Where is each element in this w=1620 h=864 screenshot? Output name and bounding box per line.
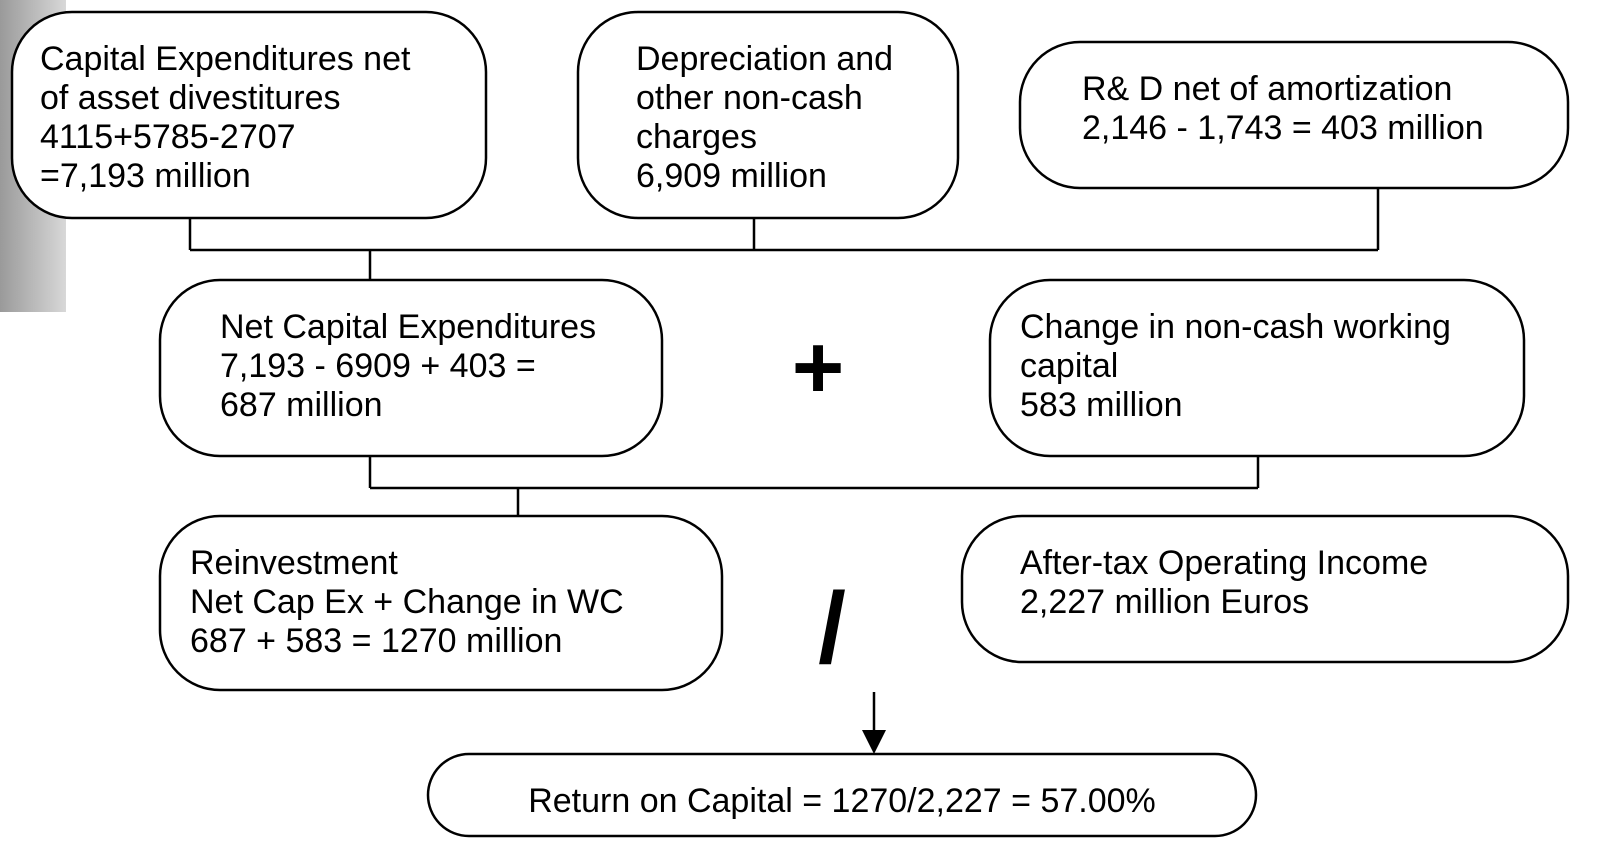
node-text: capital <box>1020 347 1118 385</box>
node-text: After-tax Operating Income <box>1020 544 1428 582</box>
node-box <box>576 10 960 220</box>
node-text: 7,193 - 6909 + 403 = <box>220 347 536 385</box>
node-text: 687 + 583 = 1270 million <box>190 622 562 660</box>
node-text: 2,227 million Euros <box>1020 583 1309 621</box>
node-box <box>960 514 1570 664</box>
operator: / <box>818 572 846 684</box>
node-text: R& D net of amortization <box>1082 70 1452 108</box>
connector <box>188 188 1380 280</box>
node-text: Capital Expenditures net <box>40 40 411 78</box>
connector <box>368 456 1260 516</box>
node-text: 4115+5785-2707 <box>40 118 296 156</box>
node-box <box>158 278 664 458</box>
node-text: other non-cash <box>636 79 863 117</box>
node-box <box>1018 40 1570 190</box>
node-text: Change in non-cash working <box>1020 308 1451 346</box>
node-text: Net Cap Ex + Change in WC <box>190 583 624 621</box>
node-text: of asset divestitures <box>40 79 340 117</box>
arrow-head <box>862 730 886 754</box>
node-text: 583 million <box>1020 386 1183 424</box>
node-text: 6,909 million <box>636 157 827 195</box>
node-box <box>158 514 724 692</box>
node-text: 2,146 - 1,743 = 403 million <box>1082 109 1484 147</box>
node-text: =7,193 million <box>40 157 251 195</box>
node-text: Depreciation and <box>636 40 893 78</box>
node-box <box>988 278 1526 458</box>
node-box <box>10 10 488 220</box>
node-box <box>426 752 1258 838</box>
node-text: Net Capital Expenditures <box>220 308 596 346</box>
node-text: 687 million <box>220 386 383 424</box>
operator: + <box>792 318 845 418</box>
node-text: Reinvestment <box>190 544 398 582</box>
node-text: charges <box>636 118 757 156</box>
node-text: Return on Capital = 1270/2,227 = 57.00% <box>528 782 1156 820</box>
